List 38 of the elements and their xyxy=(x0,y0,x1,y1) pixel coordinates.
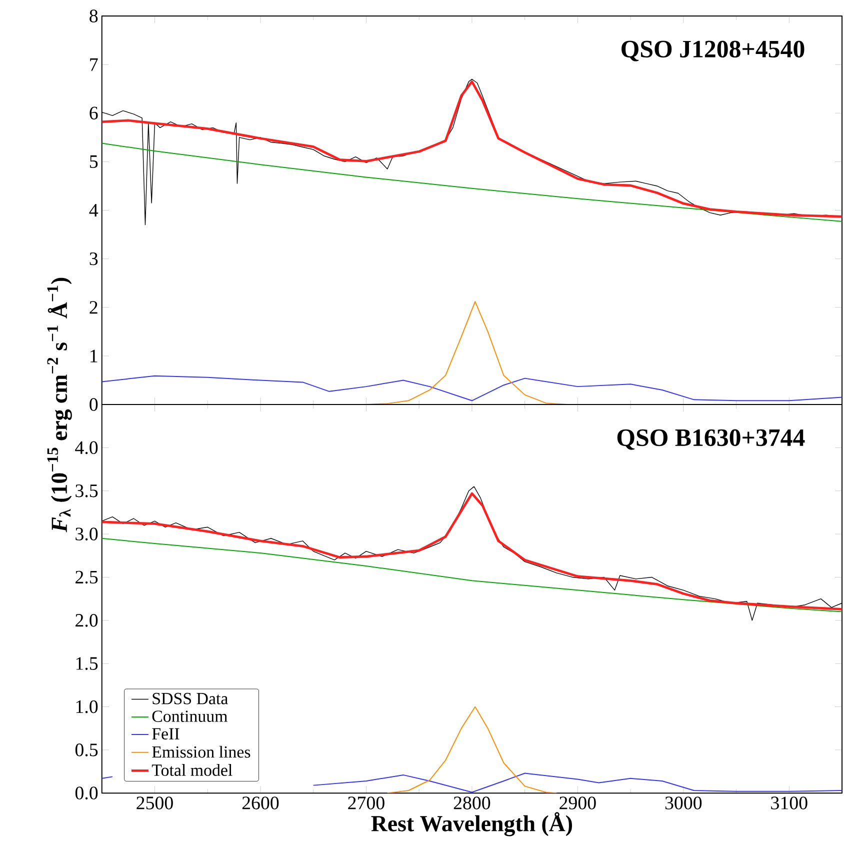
text: QSO B1630+3744 xyxy=(617,429,805,450)
y-tick-label: 2 xyxy=(90,301,98,314)
y-tick-label: 3.0 xyxy=(76,528,98,540)
text: QSO J1208+4540 xyxy=(622,40,804,62)
y-tick-label: 0.0 xyxy=(75,786,98,800)
y-tick-label: 7 xyxy=(90,58,98,71)
line-series xyxy=(102,142,842,222)
y-tick-label: 1.5 xyxy=(76,657,98,670)
y-tick-label: 4 xyxy=(89,204,98,216)
x-tick-label: 3100 xyxy=(771,796,808,810)
text: F$_{λ}$ (10$^{−15}$ erg cm$^{−2}$ s$^{−1}$ Å$^{−1}$) xyxy=(47,278,72,532)
x-tick-label: 2800 xyxy=(454,796,490,810)
y-tick-label: 0.5 xyxy=(75,744,98,756)
legend-label: Total model xyxy=(152,764,232,776)
y-tick-label: 2.0 xyxy=(76,614,98,627)
legend-label: Emission lines xyxy=(152,746,250,758)
x-tick-label: 2600 xyxy=(242,796,279,810)
y-tick-label: 2.5 xyxy=(76,570,98,584)
y-tick-label: 8 xyxy=(90,10,98,22)
y-tick-label: 1 xyxy=(90,350,98,362)
y-tick-label: 6 xyxy=(90,106,98,120)
x-axis-title: Rest Wavelength (Å) xyxy=(371,812,572,836)
y-tick-label: 0 xyxy=(90,398,98,411)
x-tick-label: 2500 xyxy=(136,796,173,810)
line-series xyxy=(102,375,842,402)
y-tick-label: 3 xyxy=(90,252,98,266)
line-series xyxy=(102,538,842,612)
y-tick-label: 1.0 xyxy=(76,700,98,714)
legend-label: Continuum xyxy=(152,710,228,722)
x-tick-label: 2900 xyxy=(560,796,596,810)
y-tick-label: 4.0 xyxy=(75,441,98,454)
x-tick-label: 3000 xyxy=(665,796,702,810)
y-tick-label: 5 xyxy=(90,155,98,168)
y-tick-label: 3.5 xyxy=(76,484,98,498)
legend-label: FeII xyxy=(152,728,180,740)
x-tick-label: 2700 xyxy=(348,796,384,810)
line-series xyxy=(386,706,558,794)
legend-label: SDSS Data xyxy=(152,692,228,704)
